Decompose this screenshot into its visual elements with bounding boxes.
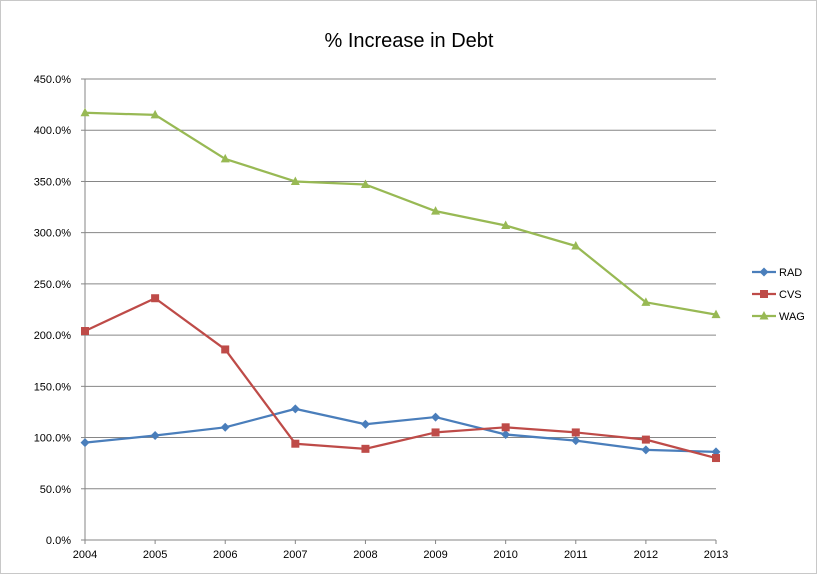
legend-item-wag: WAG: [752, 311, 805, 323]
y-tick-label: 450.0%: [34, 74, 72, 86]
chart-title: % Increase in Debt: [325, 30, 494, 52]
data-point-rad: [80, 438, 90, 448]
x-tick-label: 2006: [213, 549, 237, 561]
x-tick-label: 2009: [423, 549, 447, 561]
legend-item-rad: RAD: [752, 267, 802, 279]
data-point-wag: [80, 107, 90, 117]
data-point-cvs: [361, 444, 370, 453]
data-point-wag: [641, 297, 651, 306]
gridlines: [85, 78, 716, 541]
series-line-rad: [84, 407, 717, 454]
data-point-cvs: [431, 428, 440, 437]
axes: [81, 78, 717, 544]
y-tick-label: 350.0%: [34, 176, 72, 188]
data-point-wag: [431, 206, 441, 215]
data-point-cvs: [571, 428, 580, 437]
data-point-wag: [150, 109, 160, 119]
series-line-cvs: [84, 297, 717, 460]
series-cvs: [81, 294, 720, 463]
legend-marker-wag: [759, 311, 769, 320]
data-point-rad: [360, 419, 370, 429]
x-tick-label: 2005: [143, 549, 167, 561]
legend-label-cvs: CVS: [779, 289, 802, 301]
data-point-wag: [571, 240, 581, 250]
y-tick-label: 400.0%: [34, 125, 72, 137]
x-tick-label: 2012: [634, 549, 658, 561]
legend: RAD CVS WAG: [752, 267, 805, 323]
data-point-cvs: [501, 423, 510, 432]
data-point-cvs: [291, 439, 300, 448]
x-axis-tick-labels: 2004 2005 2006 2007 2008 2009 2010 2011 2012 2013: [73, 549, 728, 561]
data-point-rad: [501, 429, 511, 439]
data-point-cvs: [151, 294, 160, 303]
y-tick-label: 200.0%: [34, 330, 72, 342]
data-point-rad: [290, 404, 300, 414]
legend-marker-cvs: [760, 290, 768, 298]
y-axis-tick-labels: 0.0% 50.0% 100.0% 150.0% 200.0% 250.0% 300.0% 3…: [34, 74, 72, 547]
x-tick-label: 2011: [564, 549, 588, 561]
y-tick-label: 50.0%: [40, 484, 71, 496]
x-tick-label: 2013: [704, 549, 728, 561]
x-tick-label: 2010: [493, 549, 517, 561]
y-tick-label: 250.0%: [34, 279, 72, 291]
data-point-wag: [220, 153, 230, 163]
legend-marker-rad: [759, 267, 769, 277]
series-line-wag: [84, 111, 717, 316]
data-point-wag: [501, 220, 511, 229]
legend-label-rad: RAD: [779, 267, 802, 279]
legend-label-wag: WAG: [779, 311, 805, 323]
data-point-rad: [431, 412, 441, 422]
data-point-rad: [150, 431, 160, 441]
y-tick-label: 150.0%: [34, 381, 72, 393]
data-point-wag: [360, 179, 370, 189]
y-tick-label: 0.0%: [46, 535, 71, 547]
x-tick-label: 2007: [283, 549, 307, 561]
y-tick-label: 100.0%: [34, 433, 72, 445]
data-point-rad: [220, 422, 230, 432]
data-point-cvs: [221, 345, 230, 354]
data-point-wag: [711, 309, 721, 319]
data-point-cvs: [81, 327, 89, 336]
data-point-cvs: [641, 435, 650, 444]
x-tick-label: 2004: [73, 549, 97, 561]
data-point-cvs: [712, 454, 720, 463]
legend-item-cvs: CVS: [752, 289, 802, 301]
series-wag: [80, 107, 721, 319]
data-point-rad: [571, 436, 581, 446]
y-tick-label: 300.0%: [34, 228, 72, 240]
data-point-rad: [641, 445, 651, 455]
series-lines: [80, 107, 721, 463]
series-rad: [80, 404, 721, 457]
x-tick-label: 2008: [353, 549, 377, 561]
data-point-wag: [290, 176, 300, 185]
